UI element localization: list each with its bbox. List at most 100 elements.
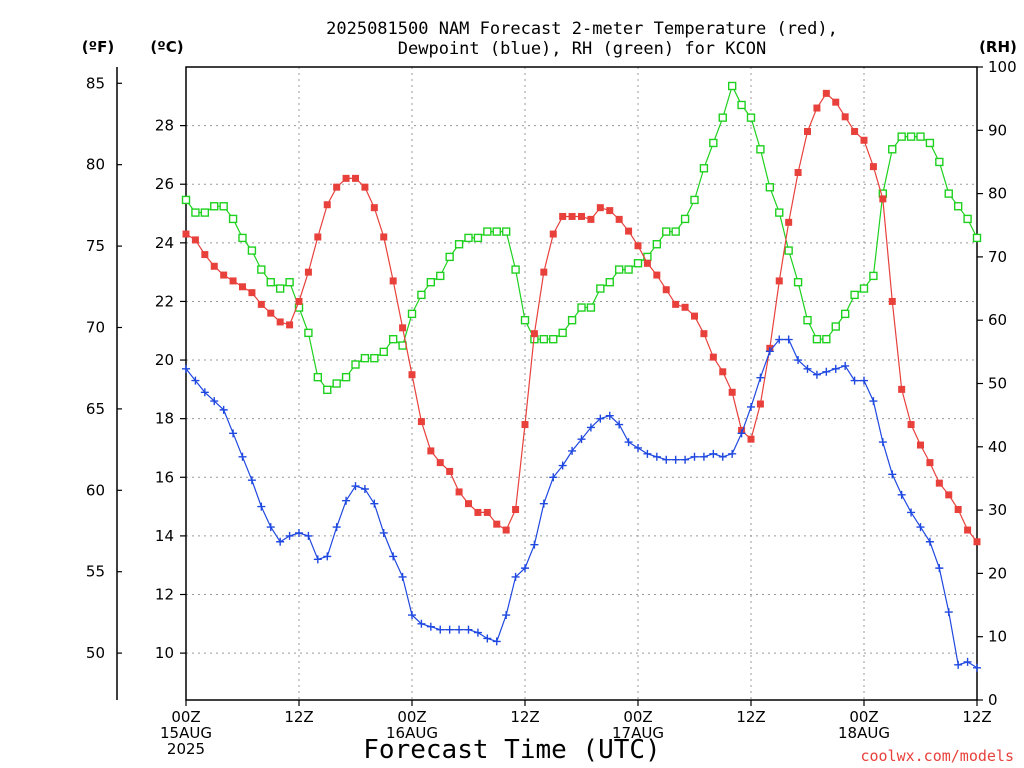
rh-point — [803, 316, 812, 325]
chart-title-line-1: 2025081500 NAM Forecast 2-meter Temperat… — [326, 19, 838, 39]
rh-point — [200, 208, 210, 217]
temperature-point — [210, 262, 218, 270]
dewpoint-point — [615, 420, 624, 429]
dewpoint-point — [408, 611, 416, 620]
rh-point — [181, 195, 191, 205]
dewpoint-point — [191, 376, 200, 385]
rh-point — [266, 278, 275, 287]
rh-point — [633, 259, 643, 268]
temperature-point — [728, 388, 736, 396]
temperature-point — [907, 421, 915, 429]
x-tick-label: 12Z — [510, 708, 539, 726]
rh-point — [228, 214, 238, 224]
dewpoint-point — [238, 452, 247, 461]
fahrenheit-tick-label: 80 — [86, 156, 105, 174]
rh-point — [793, 278, 803, 287]
credit-text: coolwx.com/models — [860, 747, 1014, 765]
celsius-tick-label: 10 — [155, 644, 174, 662]
dewpoint-point — [247, 476, 256, 485]
dewpoint-point — [219, 405, 228, 414]
rh-point — [784, 246, 793, 255]
dewpoint-point — [586, 423, 595, 432]
temperature-point — [483, 508, 491, 516]
rh-point — [756, 145, 765, 154]
dewpoint-point — [539, 499, 548, 508]
dewpoint-point — [728, 449, 737, 458]
rh-point — [520, 316, 530, 325]
temperature-point — [945, 491, 953, 499]
rh-point — [859, 284, 869, 293]
rh-series — [181, 81, 982, 395]
x-tick-label: 00Z — [623, 708, 652, 726]
rh-point — [709, 138, 718, 148]
celsius-tick-label: 18 — [155, 410, 174, 428]
rh-point — [822, 334, 831, 344]
dewpoint-point — [229, 429, 238, 438]
temperature-point — [681, 303, 689, 311]
dewpoint-point — [276, 537, 285, 546]
rh-point — [662, 227, 671, 236]
temperature-point — [625, 227, 633, 235]
rh-tick-label: 30 — [988, 501, 1007, 519]
dewpoint-point — [652, 452, 661, 461]
dewpoint-point — [295, 528, 303, 537]
dewpoint-point — [417, 619, 426, 628]
temperature-point — [295, 297, 303, 305]
celsius-tick-label: 12 — [155, 586, 174, 604]
temperature-point — [229, 277, 237, 285]
dewpoint-point — [643, 449, 652, 458]
rh-point — [323, 385, 332, 395]
fahrenheit-tick-label: 70 — [86, 318, 105, 336]
grid-lines — [185, 67, 978, 700]
temperature-point — [380, 233, 388, 241]
fahrenheit-tick-label: 50 — [86, 644, 105, 662]
rh-point — [567, 316, 577, 325]
celsius-tick-label: 20 — [155, 351, 174, 369]
x-tick-label: 00Z — [397, 708, 426, 726]
dewpoint-point — [756, 373, 765, 382]
rh-point — [916, 132, 925, 141]
temperature-point — [653, 271, 661, 279]
temperature-point — [267, 309, 275, 317]
temperature-point — [578, 212, 585, 220]
fahrenheit-tick-label: 65 — [86, 400, 105, 418]
rh-point — [840, 309, 850, 319]
temperature-point — [191, 236, 199, 244]
temperature-point — [389, 277, 397, 285]
rh-point — [718, 113, 727, 122]
dewpoint-point — [549, 473, 558, 482]
rh-point — [454, 240, 464, 249]
rh-point — [436, 271, 445, 281]
temperature-point — [879, 195, 887, 203]
dewpoint-point — [568, 446, 577, 455]
temperature-point — [455, 488, 463, 496]
rh-point — [191, 208, 200, 217]
temperature-point — [493, 520, 501, 528]
temperature-point — [323, 201, 331, 209]
rh-point — [360, 353, 370, 363]
dewpoint-point — [784, 335, 793, 344]
temperature-point — [700, 330, 708, 338]
temperature-point — [239, 283, 246, 291]
rh-point — [370, 353, 379, 363]
temperature-point — [399, 324, 407, 332]
rh-point — [605, 278, 614, 287]
temperature-point — [662, 286, 670, 294]
temperature-point — [691, 312, 698, 320]
rh-point — [963, 214, 972, 224]
rh-point — [746, 113, 756, 122]
dewpoint-point — [737, 429, 746, 438]
x-tick-label: 2025 — [167, 740, 205, 758]
temperature-point — [446, 467, 454, 475]
dewpoint-series — [182, 335, 981, 672]
data-series — [181, 81, 982, 672]
rh-point — [671, 227, 680, 236]
temperature-point — [756, 400, 764, 408]
rh-point — [727, 81, 737, 91]
dewpoint-point — [342, 496, 351, 505]
rh-tick-label: 90 — [988, 121, 1007, 139]
temperature-point — [804, 127, 811, 135]
temperature-point — [634, 242, 642, 250]
dewpoint-point — [389, 552, 398, 561]
temperature-line — [185, 92, 978, 543]
